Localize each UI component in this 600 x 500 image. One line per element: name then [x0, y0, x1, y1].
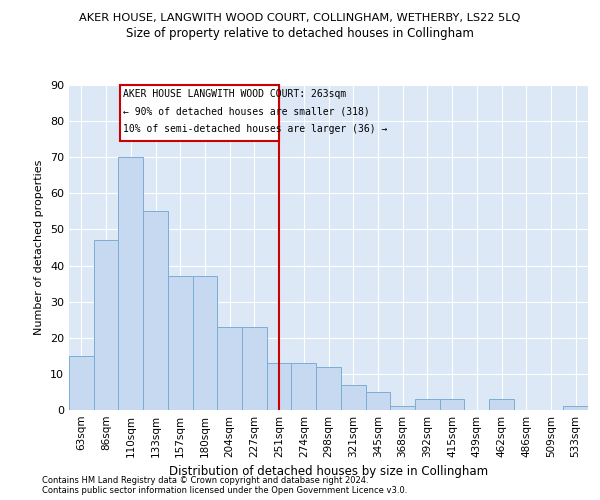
- Bar: [94, 240, 118, 410]
- Bar: [118, 157, 143, 410]
- Bar: [440, 399, 464, 410]
- Bar: [292, 363, 316, 410]
- Text: 10% of semi-detached houses are larger (36) →: 10% of semi-detached houses are larger (…: [122, 124, 387, 134]
- Bar: [316, 366, 341, 410]
- Bar: [119, 85, 279, 141]
- Text: Contains public sector information licensed under the Open Government Licence v3: Contains public sector information licen…: [42, 486, 407, 495]
- Bar: [341, 384, 365, 410]
- Bar: [489, 399, 514, 410]
- Text: Size of property relative to detached houses in Collingham: Size of property relative to detached ho…: [126, 28, 474, 40]
- Bar: [168, 276, 193, 410]
- Bar: [563, 406, 588, 410]
- Y-axis label: Number of detached properties: Number of detached properties: [34, 160, 44, 335]
- Bar: [143, 212, 168, 410]
- Bar: [69, 356, 94, 410]
- Text: AKER HOUSE LANGWITH WOOD COURT: 263sqm: AKER HOUSE LANGWITH WOOD COURT: 263sqm: [122, 90, 346, 100]
- Text: AKER HOUSE, LANGWITH WOOD COURT, COLLINGHAM, WETHERBY, LS22 5LQ: AKER HOUSE, LANGWITH WOOD COURT, COLLING…: [79, 12, 521, 22]
- Bar: [415, 399, 440, 410]
- Bar: [217, 327, 242, 410]
- Text: ← 90% of detached houses are smaller (318): ← 90% of detached houses are smaller (31…: [122, 106, 370, 117]
- Bar: [390, 406, 415, 410]
- X-axis label: Distribution of detached houses by size in Collingham: Distribution of detached houses by size …: [169, 466, 488, 478]
- Bar: [242, 327, 267, 410]
- Text: Contains HM Land Registry data © Crown copyright and database right 2024.: Contains HM Land Registry data © Crown c…: [42, 476, 368, 485]
- Bar: [193, 276, 217, 410]
- Bar: [267, 363, 292, 410]
- Bar: [365, 392, 390, 410]
